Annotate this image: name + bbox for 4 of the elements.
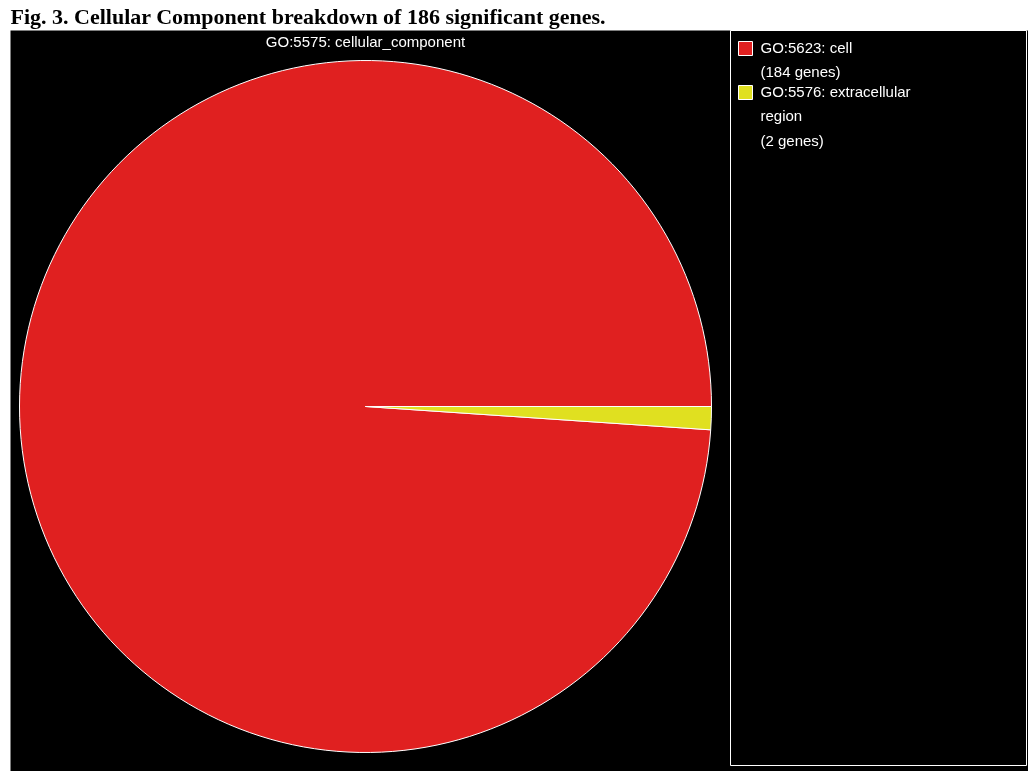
chart-subtitle: GO:5575: cellular_component (265, 32, 466, 50)
chart-title: Fig. 3. Cellular Component breakdown of 186 significant genes. (10, 3, 606, 29)
legend-label: GO:5576: extracellular region (2 genes) (760, 82, 911, 149)
legend-label: GO:5623: cell (184 genes) (760, 38, 853, 81)
